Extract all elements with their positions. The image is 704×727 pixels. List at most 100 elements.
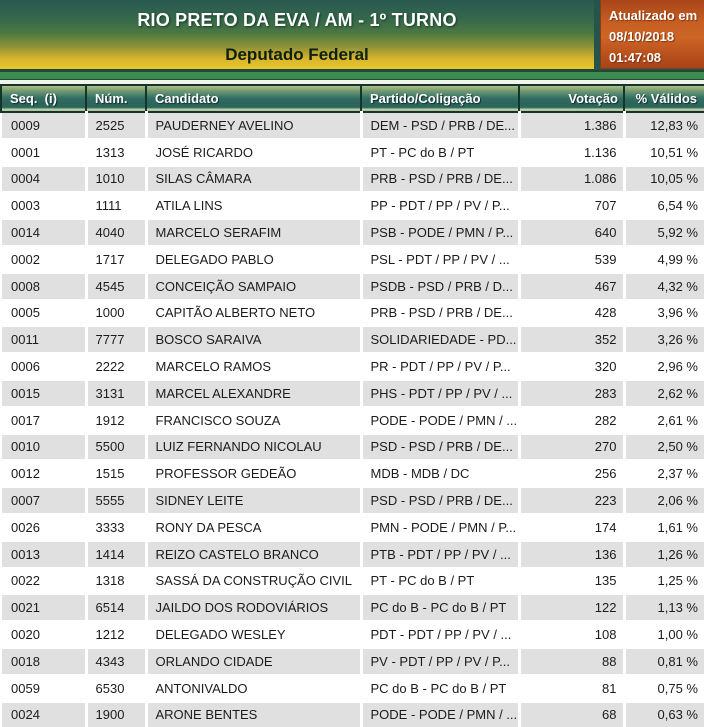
party-cell: PTB - PDT / PP / PV / ... bbox=[359, 540, 519, 569]
candidate-cell: RONY DA PESCA bbox=[144, 513, 361, 542]
table-row: 0009 2525 PAUDERNEY AVELINO DEM - PSD / PRB… bbox=[0, 112, 704, 140]
num-cell: 1313 bbox=[84, 138, 146, 167]
candidate-cell: DELEGADO WESLEY bbox=[144, 621, 361, 649]
num-cell: 6514 bbox=[84, 594, 146, 623]
candidate-cell: ANTONIVALDO bbox=[144, 674, 361, 703]
column-header-partido: Partido/Coligação bbox=[360, 84, 519, 113]
masthead-title-box: RIO PRETO DA EVA / AM - 1º TURNO Deputad… bbox=[0, 0, 594, 70]
candidate-cell: SILAS CÂMARA bbox=[144, 165, 361, 194]
candidate-cell: ATILA LINS bbox=[144, 192, 361, 221]
num-cell: 7777 bbox=[84, 326, 146, 355]
percent-cell: 4,99 % bbox=[622, 245, 704, 274]
percent-cell: 3,96 % bbox=[622, 299, 704, 328]
percent-cell: 2,62 % bbox=[622, 379, 704, 408]
percent-cell: 10,51 % bbox=[622, 138, 704, 167]
num-cell: 6530 bbox=[84, 674, 146, 703]
num-cell: 3333 bbox=[84, 513, 146, 542]
candidate-cell: LUIZ FERNANDO NICOLAU bbox=[144, 433, 361, 462]
table-row: 0007 5555 SIDNEY LEITE PSD - PSD / PRB / DE… bbox=[0, 487, 704, 515]
party-cell: PSD - PSD / PRB / DE... bbox=[359, 487, 519, 515]
percent-cell: 1,25 % bbox=[622, 567, 704, 596]
votes-cell: 539 bbox=[517, 245, 624, 274]
percent-cell: 2,37 % bbox=[622, 460, 704, 489]
table-row: 0020 1212 DELEGADO WESLEY PDT - PDT / PP / … bbox=[0, 621, 704, 649]
percent-cell: 2,50 % bbox=[622, 433, 704, 462]
candidate-cell: MARCELO RAMOS bbox=[144, 353, 361, 381]
table-gap bbox=[0, 80, 704, 84]
votes-cell: 135 bbox=[517, 567, 624, 596]
table-row: 0005 1000 CAPITÃO ALBERTO NETO PRB - PSD / … bbox=[0, 299, 704, 328]
party-cell: PT - PC do B / PT bbox=[359, 138, 519, 167]
party-cell: PRB - PSD / PRB / DE... bbox=[359, 299, 519, 328]
seq-cell: 0021 bbox=[0, 594, 86, 623]
divider-band bbox=[0, 70, 704, 80]
votes-cell: 81 bbox=[517, 674, 624, 703]
candidate-cell: MARCEL ALEXANDRE bbox=[144, 379, 361, 408]
column-header-candidato: Candidato bbox=[145, 84, 361, 113]
candidate-cell: CONCEIÇÃO SAMPAIO bbox=[144, 272, 361, 301]
table-row: 0026 3333 RONY DA PESCA PMN - PODE / PMN / … bbox=[0, 513, 704, 542]
percent-cell: 6,54 % bbox=[622, 192, 704, 221]
votes-cell: 108 bbox=[517, 621, 624, 649]
party-cell: PSL - PDT / PP / PV / ... bbox=[359, 245, 519, 274]
candidate-cell: PAUDERNEY AVELINO bbox=[144, 112, 361, 140]
num-cell: 2525 bbox=[84, 112, 146, 140]
party-cell: DEM - PSD / PRB / DE... bbox=[359, 112, 519, 140]
table-row: 0006 2222 MARCELO RAMOS PR - PDT / PP / PV … bbox=[0, 353, 704, 381]
seq-cell: 0001 bbox=[0, 138, 86, 167]
votes-cell: 122 bbox=[517, 594, 624, 623]
num-cell: 4545 bbox=[84, 272, 146, 301]
num-cell: 4040 bbox=[84, 219, 146, 247]
party-cell: PC do B - PC do B / PT bbox=[359, 674, 519, 703]
percent-cell: 2,06 % bbox=[622, 487, 704, 515]
num-cell: 1900 bbox=[84, 701, 146, 727]
table-row: 0014 4040 MARCELO SERAFIM PSB - PODE / PMN … bbox=[0, 219, 704, 247]
column-header-votacao: Votação bbox=[518, 84, 624, 113]
votes-cell: 1.136 bbox=[517, 138, 624, 167]
office-subtitle: Deputado Federal bbox=[225, 45, 369, 64]
page-title: RIO PRETO DA EVA / AM - 1º TURNO bbox=[137, 10, 457, 30]
updated-label: Atualizado em bbox=[609, 8, 698, 23]
percent-cell: 4,32 % bbox=[622, 272, 704, 301]
party-cell: PV - PDT / PP / PV / P... bbox=[359, 647, 519, 676]
party-cell: PSB - PODE / PMN / P... bbox=[359, 219, 519, 247]
updated-time: 01:47:08 bbox=[609, 50, 662, 65]
seq-cell: 0006 bbox=[0, 353, 86, 381]
votes-cell: 256 bbox=[517, 460, 624, 489]
percent-cell: 10,05 % bbox=[622, 165, 704, 194]
table-row: 0010 5500 LUIZ FERNANDO NICOLAU PSD - PSD /… bbox=[0, 433, 704, 462]
percent-cell: 0,81 % bbox=[622, 647, 704, 676]
votes-cell: 174 bbox=[517, 513, 624, 542]
column-header-num: Núm. bbox=[85, 84, 146, 113]
column-header-seq: Seq. (i) bbox=[0, 84, 86, 113]
num-cell: 1111 bbox=[84, 192, 146, 221]
percent-cell: 0,63 % bbox=[622, 701, 704, 727]
party-cell: PSDB - PSD / PRB / D... bbox=[359, 272, 519, 301]
percent-cell: 5,92 % bbox=[622, 219, 704, 247]
num-cell: 5555 bbox=[84, 487, 146, 515]
votes-cell: 1.386 bbox=[517, 112, 624, 140]
table-row: 0013 1414 REIZO CASTELO BRANCO PTB - PDT / … bbox=[0, 540, 704, 569]
seq-cell: 0017 bbox=[0, 406, 86, 435]
seq-cell: 0022 bbox=[0, 567, 86, 596]
table-row: 0004 1010 SILAS CÂMARA PRB - PSD / PRB / DE… bbox=[0, 165, 704, 194]
party-cell: PRB - PSD / PRB / DE... bbox=[359, 165, 519, 194]
num-cell: 1717 bbox=[84, 245, 146, 274]
seq-cell: 0024 bbox=[0, 701, 86, 727]
candidate-cell: ORLANDO CIDADE bbox=[144, 647, 361, 676]
table-row: 0022 1318 SASSÁ DA CONSTRUÇÃO CIVIL PT - PC… bbox=[0, 567, 704, 596]
num-cell: 1000 bbox=[84, 299, 146, 328]
party-cell: PHS - PDT / PP / PV / ... bbox=[359, 379, 519, 408]
updated-at-box: Atualizado em 08/10/2018 01:47:08 bbox=[600, 0, 704, 69]
results-table: Seq. (i) Núm. Candidato Partido/Coligaçã… bbox=[0, 84, 704, 727]
votes-cell: 283 bbox=[517, 379, 624, 408]
percent-cell: 3,26 % bbox=[622, 326, 704, 355]
column-header-validos: % Válidos bbox=[623, 84, 704, 113]
num-cell: 1414 bbox=[84, 540, 146, 569]
seq-cell: 0014 bbox=[0, 219, 86, 247]
party-cell: PODE - PODE / PMN / ... bbox=[359, 406, 519, 435]
results-table-body: 0009 2525 PAUDERNEY AVELINO DEM - PSD / PRB… bbox=[0, 112, 704, 727]
table-row: 0008 4545 CONCEIÇÃO SAMPAIO PSDB - PSD / PR… bbox=[0, 272, 704, 301]
seq-cell: 0059 bbox=[0, 674, 86, 703]
